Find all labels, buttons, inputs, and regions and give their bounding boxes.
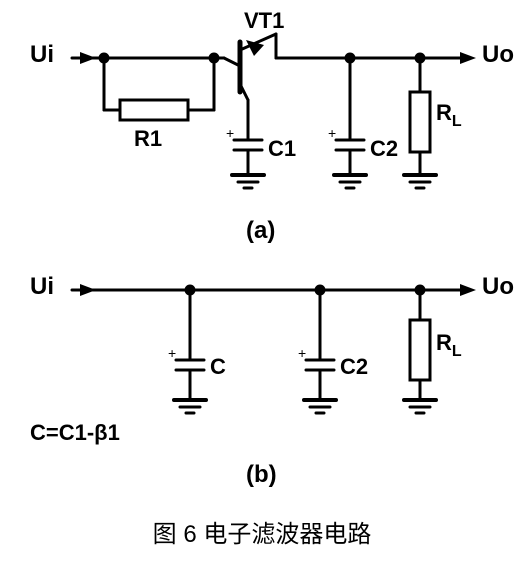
label-uo-b: Uo — [482, 273, 514, 300]
label-r1: R1 — [134, 126, 162, 151]
polarity-c2-a: + — [328, 125, 336, 141]
label-c: C — [210, 354, 226, 379]
polarity-c-b: + — [168, 345, 176, 361]
sublabel-b: (b) — [246, 461, 277, 488]
sublabel-a: (a) — [246, 217, 275, 244]
label-rl-b: RL — [436, 330, 462, 360]
polarity-c1-a: + — [226, 125, 234, 141]
label-vt1: VT1 — [244, 8, 284, 33]
label-c2-b: C2 — [340, 354, 368, 379]
circuit-a: Ui Uo VT1 R1 C1 C2 RL + + (a) — [0, 0, 524, 250]
polarity-c2-b: + — [298, 345, 306, 361]
label-c2: C2 — [370, 136, 398, 161]
label-ui-b: Ui — [30, 273, 54, 300]
circuit-b: Ui Uo C C2 RL + + C=C1-β1 (b) — [0, 250, 524, 510]
figure-caption: 图 6 电子滤波器电路 — [0, 514, 524, 549]
label-uo-a: Uo — [482, 41, 514, 68]
label-c1: C1 — [268, 136, 296, 161]
equation: C=C1-β1 — [30, 420, 120, 445]
label-ui-a: Ui — [30, 41, 54, 68]
